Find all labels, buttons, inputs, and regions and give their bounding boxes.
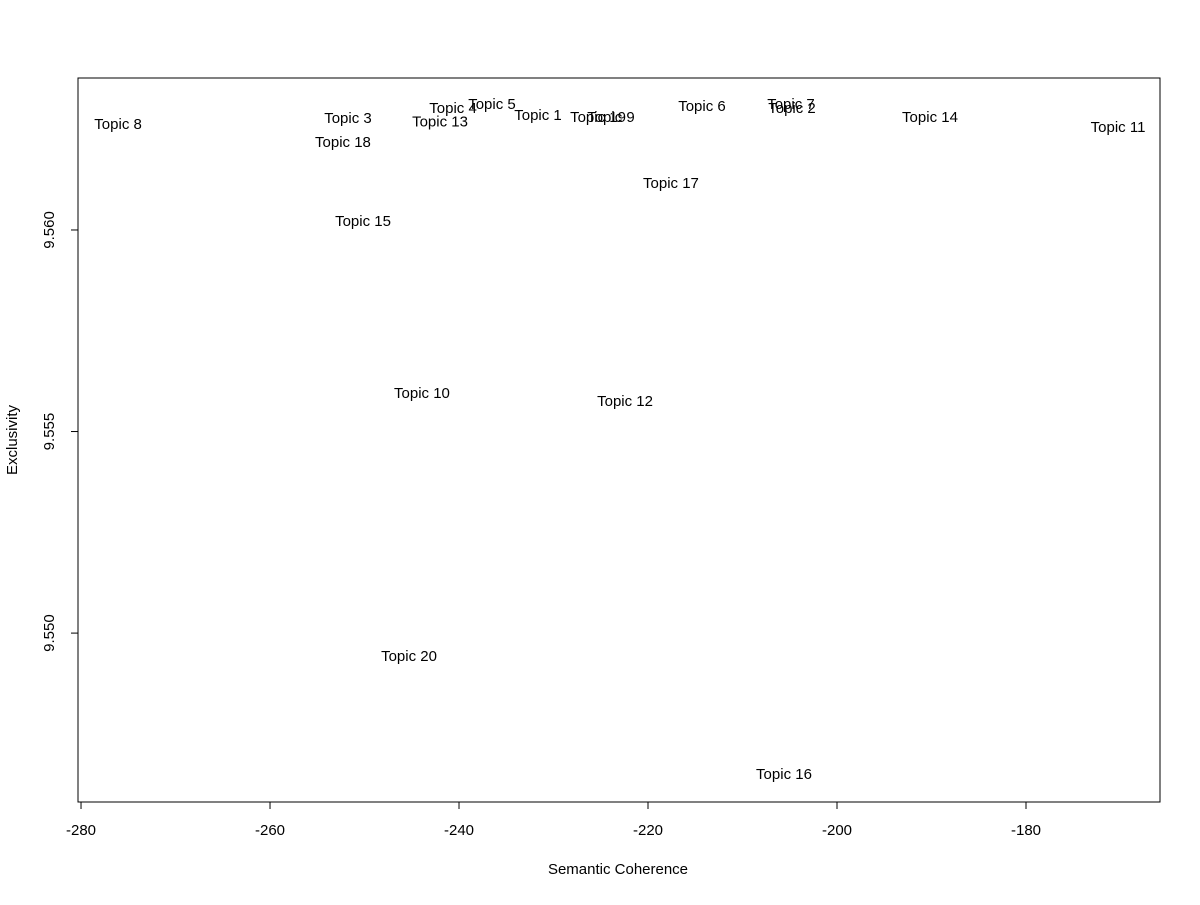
point-label: Topic 15 [335,213,391,230]
x-tick-label: -220 [633,822,663,839]
point-label: Topic 9 [587,109,635,126]
point-label: Topic 16 [756,766,812,783]
plot-frame [77,77,1161,803]
point-label: Topic 13 [412,114,468,131]
point-label: Topic 2 [768,100,816,117]
point-label: Topic 8 [94,116,142,133]
y-tick-label: 9.560 [41,211,58,249]
y-tick-label: 9.550 [41,614,58,652]
y-tick-label: 9.555 [41,413,58,451]
point-label: Topic 19 [570,109,626,126]
point-label: Topic 12 [597,393,653,410]
x-axis-label: Semantic Coherence [548,861,688,878]
point-label: Topic 4 [429,100,477,117]
point-label: Topic 10 [394,385,450,402]
y-axis-label: Exclusivity [4,404,21,475]
x-tick-label: -260 [255,822,285,839]
x-tick-label: -280 [66,822,96,839]
x-tick-label: -240 [444,822,474,839]
x-tick-label: -180 [1011,822,1041,839]
point-label: Topic 7 [767,96,815,113]
point-label: Topic 3 [324,110,372,127]
point-label: Topic 20 [381,648,437,665]
point-label: Topic 17 [643,175,699,192]
point-label: Topic 1 [514,107,562,124]
point-label: Topic 5 [468,96,516,113]
point-label: Topic 6 [678,98,726,115]
x-tick-label: -200 [822,822,852,839]
point-label: Topic 14 [902,109,958,126]
point-label: Topic 18 [315,134,371,151]
point-label: Topic 11 [1091,119,1146,136]
